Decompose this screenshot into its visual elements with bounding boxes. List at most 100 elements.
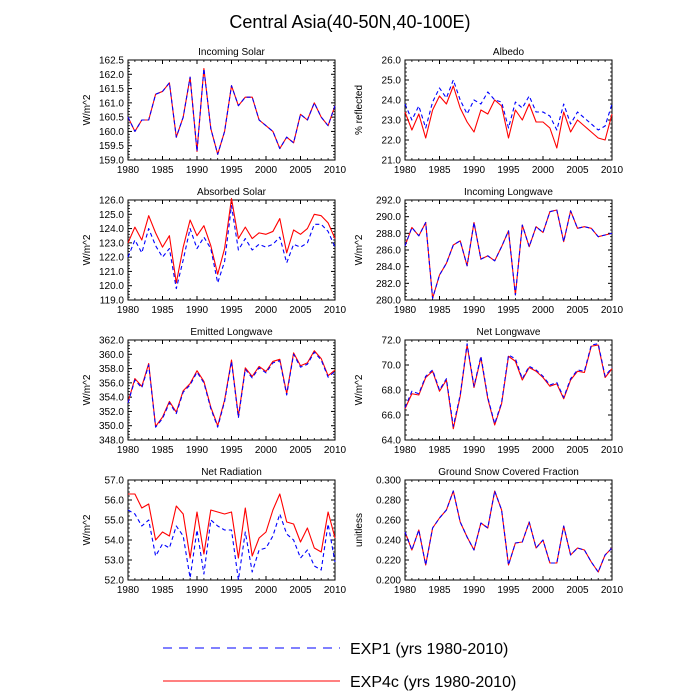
y-tick-label: 126.0 [99, 196, 124, 207]
y-tick-label: 350.0 [99, 421, 124, 432]
series-exp1-line [404, 490, 613, 573]
y-tick-label: 119.0 [100, 296, 125, 307]
x-tick-label: 2010 [601, 445, 624, 456]
x-tick-label: 1985 [151, 445, 174, 456]
y-tick-label: 292.0 [376, 196, 401, 207]
x-tick-label: 1985 [151, 305, 174, 316]
chart-panel: Incoming Longwave 1980 1985 1990 1995 2000 200… [354, 187, 624, 316]
x-tick-label: 1985 [151, 165, 174, 176]
y-tick-label: 24.0 [382, 96, 402, 107]
x-tick-label: 2005 [289, 585, 312, 596]
x-tick-label: 2000 [255, 165, 278, 176]
x-tick-label: 1990 [463, 445, 486, 456]
chart-panel: Incoming Solar 1980 1985 1990 1995 2000 2005 20… [82, 47, 347, 176]
y-axis-label: W/m^2 [82, 94, 93, 125]
y-tick-label: 284.0 [376, 262, 401, 273]
plot-frame [404, 59, 613, 161]
series-exp4c-line [127, 350, 336, 427]
y-tick-label: 120.0 [99, 281, 124, 292]
x-tick-label: 2000 [255, 445, 278, 456]
y-tick-label: 56.0 [105, 496, 125, 507]
y-tick-label: 66.0 [382, 411, 402, 422]
panel-title: Absorbed Solar [197, 187, 267, 198]
x-tick-label: 1980 [394, 305, 417, 316]
x-tick-label: 2005 [566, 305, 589, 316]
chart-panel: Ground Snow Covered Fraction 1980 1985 1990… [354, 467, 624, 596]
x-tick-label: 1995 [497, 305, 520, 316]
y-tick-label: 356.0 [99, 378, 124, 389]
y-tick-label: 68.0 [382, 386, 402, 397]
x-tick-label: 1980 [394, 165, 417, 176]
x-tick-label: 2005 [289, 305, 312, 316]
y-tick-label: 64.0 [382, 436, 402, 447]
plot-frame [127, 59, 336, 161]
y-tick-label: 122.0 [99, 253, 124, 264]
series-exp4c-line [404, 85, 613, 149]
plot-frame [127, 339, 336, 441]
series-exp1-line [127, 509, 336, 581]
x-tick-label: 1995 [220, 165, 243, 176]
legend-exp1-label: EXP1 (yrs 1980-2010) [350, 641, 508, 658]
y-tick-label: 160.5 [99, 113, 124, 124]
x-tick-label: 2010 [601, 305, 624, 316]
y-tick-label: 26.0 [382, 56, 402, 67]
x-tick-label: 2010 [324, 445, 347, 456]
legend: EXP1 (yrs 1980-2010) EXP4c (yrs 1980-201… [163, 641, 516, 691]
y-axis-label: unitless [354, 513, 365, 547]
panel-title: Albedo [493, 47, 525, 58]
y-axis-label: W/m^2 [354, 374, 365, 405]
panel-title: Ground Snow Covered Fraction [438, 467, 579, 478]
x-tick-label: 2010 [601, 585, 624, 596]
y-tick-label: 160.0 [99, 127, 124, 138]
chart-panel: Emitted Longwave 1980 1985 1990 1995 2000 2005… [82, 327, 347, 456]
y-tick-label: 159.5 [99, 141, 124, 152]
x-tick-label: 1985 [428, 165, 451, 176]
y-axis-label: W/m^2 [82, 514, 93, 545]
x-tick-label: 2000 [532, 585, 555, 596]
y-tick-label: 162.0 [99, 70, 124, 81]
series-exp4c-line [127, 198, 336, 284]
y-tick-label: 55.0 [105, 516, 125, 527]
panel-title: Net Radiation [201, 467, 262, 478]
series-exp1-line [404, 209, 613, 299]
chart-panel: Albedo 1980 1985 1990 1995 2000 2005 2010 21.0 22… [354, 47, 624, 176]
y-tick-label: 57.0 [105, 476, 125, 487]
y-tick-label: 348.0 [99, 436, 124, 447]
x-tick-label: 2000 [532, 165, 555, 176]
y-tick-label: 21.0 [382, 156, 402, 167]
chart-panel: Net Longwave 1980 1985 1990 1995 2000 2005 2010… [354, 327, 624, 456]
series-exp1-line [127, 351, 336, 428]
chart-panel: Net Radiation 1980 1985 1990 1995 2000 2005 201… [82, 467, 347, 596]
x-tick-label: 2005 [566, 165, 589, 176]
legend-exp4c-label: EXP4c (yrs 1980-2010) [350, 674, 516, 691]
x-tick-label: 2000 [532, 445, 555, 456]
y-tick-label: 282.0 [376, 279, 401, 290]
y-tick-label: 125.0 [99, 210, 124, 221]
y-tick-label: 0.260 [376, 516, 401, 527]
y-tick-label: 70.0 [382, 361, 402, 372]
x-tick-label: 1980 [394, 585, 417, 596]
y-tick-label: 53.0 [105, 556, 125, 567]
y-axis-label: % reflected [354, 85, 365, 135]
y-tick-label: 22.0 [382, 136, 402, 147]
x-tick-label: 1990 [463, 305, 486, 316]
y-tick-label: 0.280 [376, 496, 401, 507]
y-tick-label: 25.0 [382, 76, 402, 87]
x-tick-label: 1990 [186, 445, 209, 456]
figure-title: Central Asia(40-50N,40-100E) [229, 12, 470, 32]
x-tick-label: 1990 [186, 305, 209, 316]
y-axis-label: W/m^2 [82, 234, 93, 265]
x-tick-label: 2005 [566, 585, 589, 596]
x-tick-label: 1980 [117, 445, 140, 456]
y-tick-label: 161.0 [99, 98, 124, 109]
x-tick-label: 1985 [151, 585, 174, 596]
y-tick-label: 358.0 [99, 364, 124, 375]
x-tick-label: 1985 [428, 445, 451, 456]
series-exp4c-line [404, 344, 613, 430]
y-tick-label: 159.0 [99, 156, 124, 167]
series-exp4c-line [127, 68, 336, 155]
x-tick-label: 2010 [324, 305, 347, 316]
series-exp4c-line [128, 493, 336, 559]
x-tick-label: 1990 [463, 585, 486, 596]
